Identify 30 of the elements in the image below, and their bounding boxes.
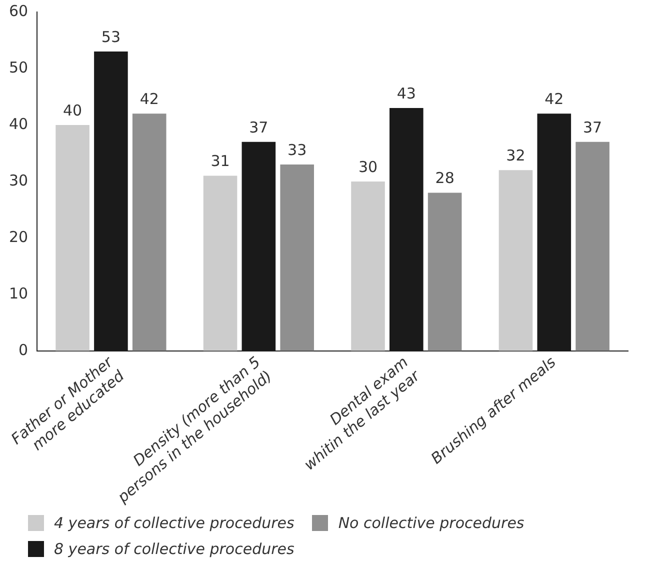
data-label: 31 bbox=[210, 152, 230, 170]
data-label: 37 bbox=[583, 118, 602, 136]
y-tick-label: 0 bbox=[18, 340, 28, 359]
data-label: 53 bbox=[101, 28, 120, 46]
y-tick-label: 40 bbox=[8, 114, 28, 133]
legend-label: 8 years of collective procedures bbox=[54, 540, 294, 558]
y-tick-label: 60 bbox=[8, 2, 28, 20]
y-tick-label: 10 bbox=[8, 284, 28, 302]
data-label: 40 bbox=[62, 101, 82, 120]
data-label: 37 bbox=[249, 118, 268, 136]
data-label: 30 bbox=[358, 158, 378, 176]
bar bbox=[428, 192, 462, 351]
data-label: 33 bbox=[288, 140, 307, 159]
y-tick-label: 20 bbox=[8, 228, 28, 246]
data-label: 28 bbox=[435, 169, 454, 188]
bar bbox=[280, 164, 314, 351]
bar bbox=[351, 181, 385, 351]
bar bbox=[203, 176, 238, 351]
data-label: 42 bbox=[140, 90, 159, 108]
bar bbox=[498, 170, 533, 351]
data-label: 43 bbox=[396, 84, 416, 102]
y-tick-label: 30 bbox=[8, 171, 28, 190]
bar bbox=[56, 124, 90, 351]
data-label: 42 bbox=[544, 90, 564, 108]
y-tick-label: 50 bbox=[8, 58, 28, 76]
legend-label: No collective procedures bbox=[338, 514, 524, 532]
data-label: 32 bbox=[506, 146, 526, 165]
bar bbox=[132, 114, 166, 351]
legend-label: 4 years of collective procedures bbox=[54, 514, 294, 532]
bar bbox=[576, 142, 610, 351]
